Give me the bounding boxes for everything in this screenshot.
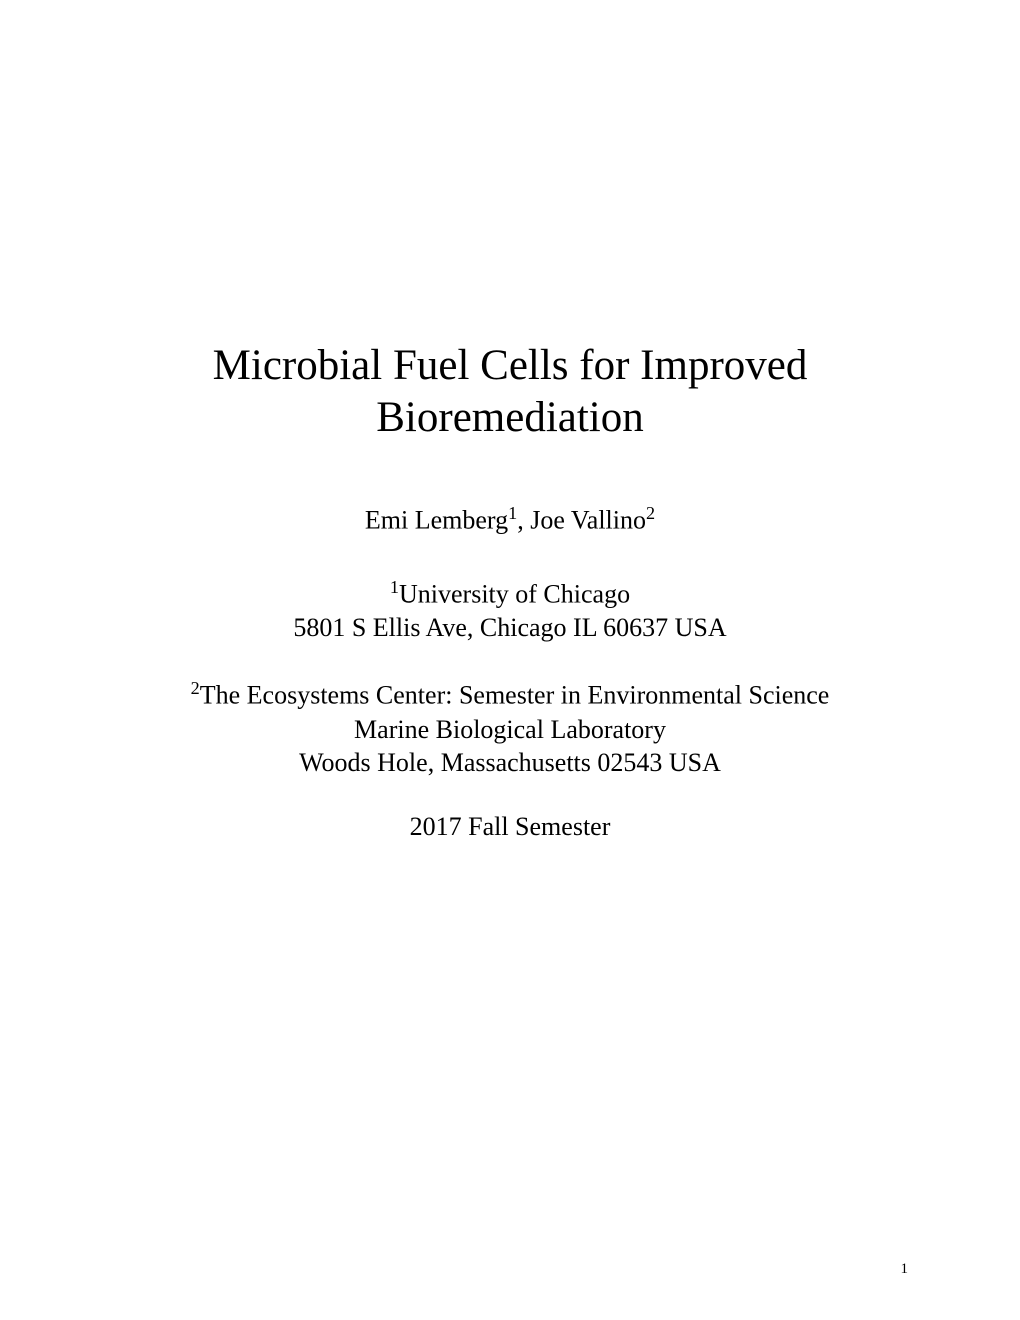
affiliation-2-superscript: 2	[191, 678, 200, 698]
affiliation-2-line-3: Woods Hole, Massachusetts 02543 USA	[110, 746, 910, 780]
author-2-name: Joe Vallino	[530, 506, 646, 535]
affiliation-1-name: University of Chicago	[399, 580, 630, 609]
affiliation-2-line-2: Marine Biological Laboratory	[110, 713, 910, 747]
page-number: 1	[901, 1261, 909, 1278]
semester-line: 2017 Fall Semester	[110, 812, 910, 842]
affiliation-1: 1University of Chicago 5801 S Ellis Ave,…	[110, 576, 910, 645]
affiliation-2: 2The Ecosystems Center: Semester in Envi…	[110, 677, 910, 780]
paper-title: Microbial Fuel Cells for Improved Biorem…	[110, 340, 910, 443]
affiliation-1-address: 5801 S Ellis Ave, Chicago IL 60637 USA	[110, 611, 910, 645]
affiliation-2-line-1: 2The Ecosystems Center: Semester in Envi…	[110, 677, 910, 712]
author-2-superscript: 2	[646, 503, 655, 523]
author-1-name: Emi Lemberg	[365, 506, 508, 535]
affiliation-1-line-1: 1University of Chicago	[110, 576, 910, 611]
affiliation-2-name: The Ecosystems Center: Semester in Envir…	[200, 681, 830, 710]
authors-line: Emi Lemberg1, Joe Vallino2	[110, 503, 910, 536]
author-separator: ,	[517, 506, 530, 535]
title-page-content: Microbial Fuel Cells for Improved Biorem…	[110, 340, 910, 842]
author-1-superscript: 1	[508, 503, 517, 523]
affiliation-1-superscript: 1	[390, 577, 399, 597]
title-line-2: Bioremediation	[376, 394, 644, 441]
title-line-1: Microbial Fuel Cells for Improved	[213, 342, 808, 389]
